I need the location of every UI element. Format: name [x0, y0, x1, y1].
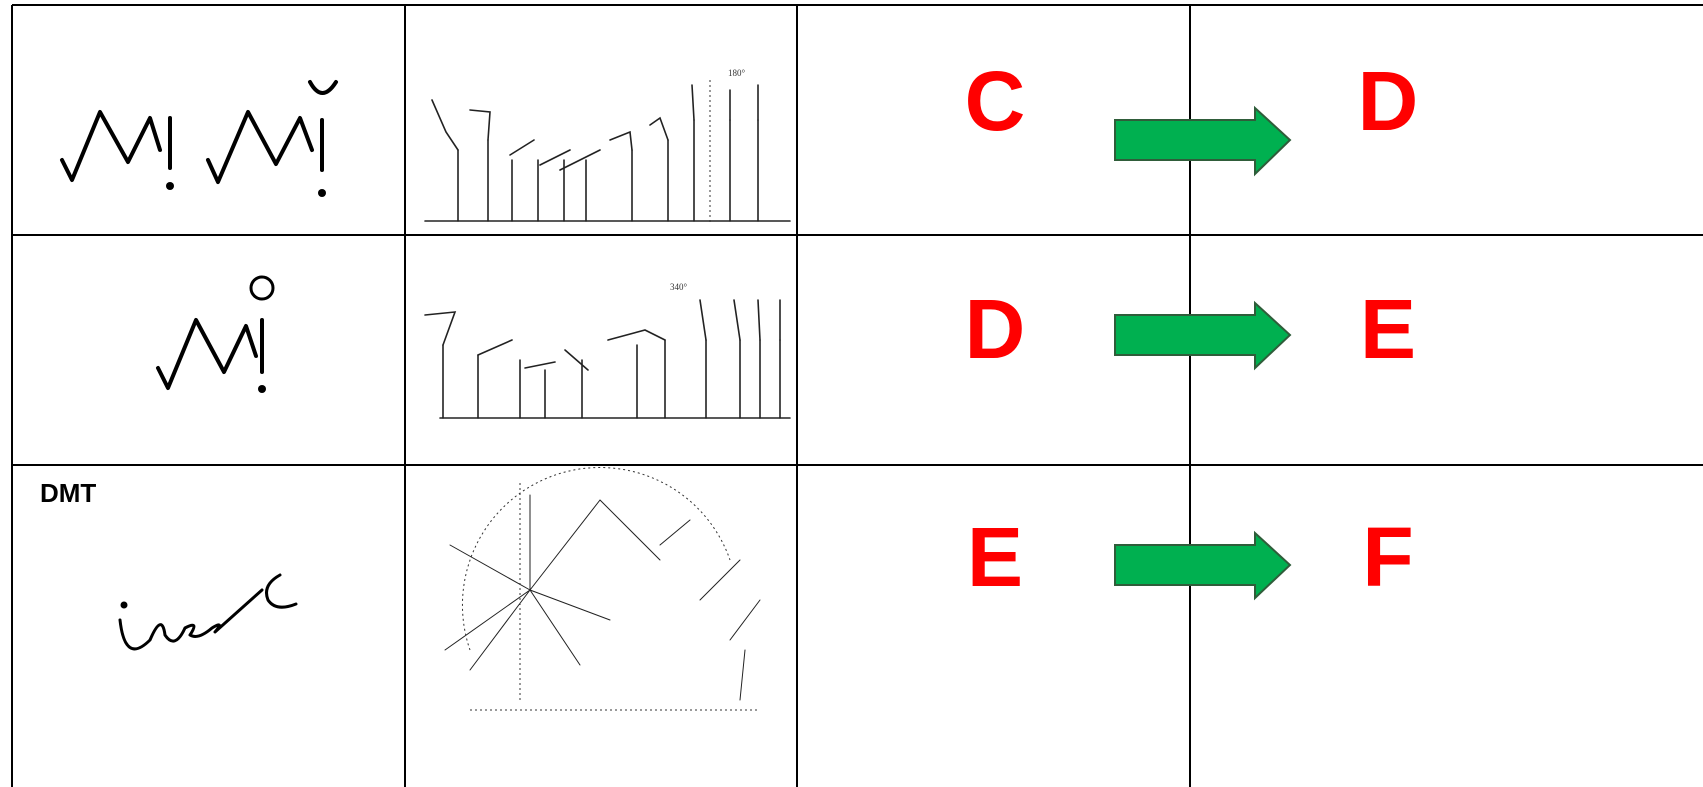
figure-note: 340° — [670, 282, 688, 292]
grade-from: D — [965, 282, 1026, 376]
table-grid — [11, 4, 1703, 787]
row-label: DMT — [40, 478, 96, 508]
grade-from: C — [965, 54, 1026, 148]
grade-from: E — [967, 510, 1023, 604]
upgrade-arrow — [1114, 530, 1292, 601]
grade-to: F — [1362, 510, 1413, 604]
notation-symbol — [118, 573, 298, 651]
grade-to: D — [1358, 54, 1419, 148]
notation-symbol — [156, 275, 275, 393]
gymnastics-figure: 180° — [424, 68, 791, 225]
gymnastics-figure — [444, 466, 761, 711]
upgrade-arrow — [1114, 105, 1292, 177]
notation-symbol — [60, 80, 338, 197]
grade-to: E — [1360, 282, 1416, 376]
gymnastics-figure: 340° — [424, 282, 791, 419]
figure-note: 180° — [728, 68, 746, 78]
upgrade-arrow — [1114, 300, 1292, 371]
